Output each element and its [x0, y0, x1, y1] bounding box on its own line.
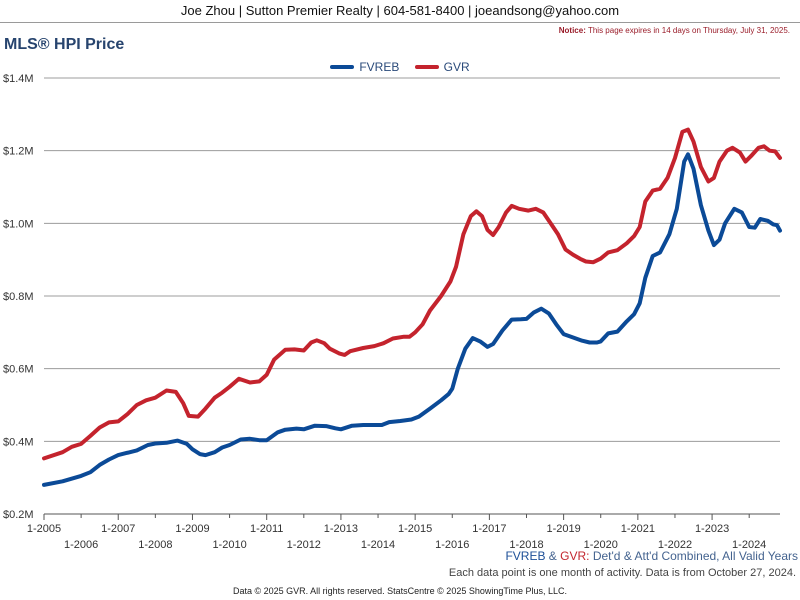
x-tick-label: 1-2007 — [101, 523, 135, 535]
x-tick-label: 1-2021 — [621, 523, 655, 535]
x-tick-label: 1-2018 — [509, 539, 543, 551]
chart-legend: FVREB GVR — [0, 58, 800, 74]
x-tick-label: 1-2023 — [695, 523, 729, 535]
series-line-gvr — [42, 127, 782, 461]
caption-description: Det'd & Att'd Combined, All Valid Years — [592, 549, 798, 563]
contact-text: Joe Zhou | Sutton Premier Realty | 604-5… — [180, 3, 620, 18]
x-tick-label: 1-2008 — [138, 539, 172, 551]
x-tick-label: 1-2013 — [324, 523, 358, 535]
caption-fvreb: FVREB — [505, 549, 546, 563]
legend-item-fvreb: FVREB — [330, 60, 399, 74]
y-tick-label: $1.2M — [3, 146, 34, 158]
x-tick-label: 1-2011 — [250, 523, 283, 535]
legend-label-fvreb: FVREB — [359, 60, 400, 74]
y-tick-label: $0.4M — [3, 436, 34, 448]
x-tick-label: 1-2022 — [658, 539, 692, 551]
x-tick-label: 1-2019 — [546, 523, 580, 535]
notice-text: This page expires in 14 days on Thursday… — [587, 26, 790, 35]
expiry-notice: Notice: This page expires in 14 days on … — [559, 26, 790, 35]
x-tick-label: 1-2012 — [287, 539, 321, 551]
x-tick-label: 1-2024 — [732, 539, 766, 551]
y-tick-label: $1.4M — [3, 73, 34, 85]
y-tick-label: $0.6M — [3, 364, 34, 376]
legend-swatch-fvreb — [330, 65, 355, 69]
chart-title: MLS® HPI Price — [4, 36, 125, 53]
y-tick-label: $0.2M — [3, 509, 34, 521]
copyright-footer: Data © 2025 GVR. All rights reserved. St… — [232, 586, 568, 596]
y-tick-label: $1.0M — [3, 218, 34, 230]
data-note: Each data point is one month of activity… — [448, 567, 796, 579]
legend-item-gvr: GVR — [414, 60, 470, 74]
notice-label: Notice: — [558, 26, 586, 35]
legend-swatch-gvr — [414, 65, 439, 69]
contact-header: Joe Zhou | Sutton Premier Realty | 604-5… — [0, 0, 800, 23]
x-tick-label: 1-2014 — [361, 539, 395, 551]
x-tick-label: 1-2017 — [472, 523, 506, 535]
caption-amp: & — [548, 549, 557, 563]
legend-label-gvr: GVR — [443, 60, 470, 74]
x-tick-label: 1-2010 — [212, 539, 246, 551]
caption-gvr: GVR: — [560, 549, 590, 563]
x-tick-label: 1-2009 — [175, 523, 209, 535]
x-tick-label: 1-2005 — [27, 523, 61, 535]
x-tick-label: 1-2006 — [64, 539, 98, 551]
x-tick-label: 1-2016 — [435, 539, 469, 551]
y-tick-label: $0.8M — [3, 291, 34, 303]
x-tick-label: 1-2015 — [398, 523, 432, 535]
series-line-fvreb — [42, 152, 782, 487]
chart-caption: FVREB & GVR: Det'd & Att'd Combined, All… — [505, 549, 798, 563]
x-tick-label: 1-2020 — [584, 539, 618, 551]
